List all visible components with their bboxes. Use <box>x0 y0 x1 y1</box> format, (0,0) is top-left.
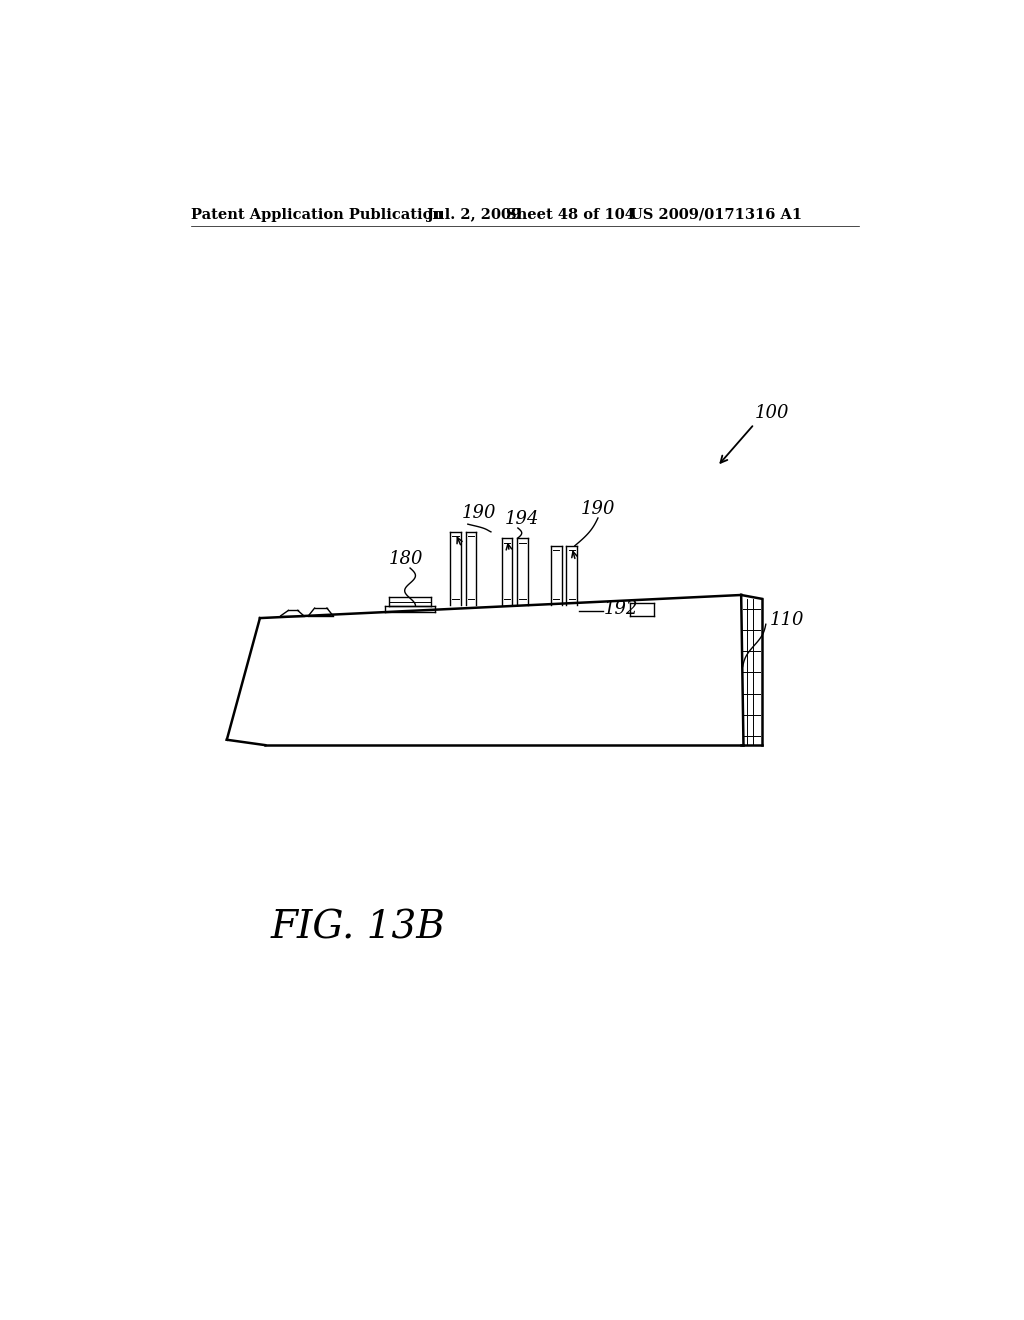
Text: 194: 194 <box>505 510 539 528</box>
Text: Sheet 48 of 104: Sheet 48 of 104 <box>506 207 635 222</box>
Text: 180: 180 <box>389 550 424 568</box>
Text: 100: 100 <box>755 404 788 421</box>
Text: 192: 192 <box>604 599 639 618</box>
Text: 110: 110 <box>770 611 804 630</box>
Text: 190: 190 <box>462 504 497 521</box>
Text: US 2009/0171316 A1: US 2009/0171316 A1 <box>630 207 802 222</box>
Text: Patent Application Publication: Patent Application Publication <box>190 207 442 222</box>
Text: Jul. 2, 2009: Jul. 2, 2009 <box>427 207 521 222</box>
Text: FIG. 13B: FIG. 13B <box>270 909 445 946</box>
Text: 190: 190 <box>581 500 615 517</box>
